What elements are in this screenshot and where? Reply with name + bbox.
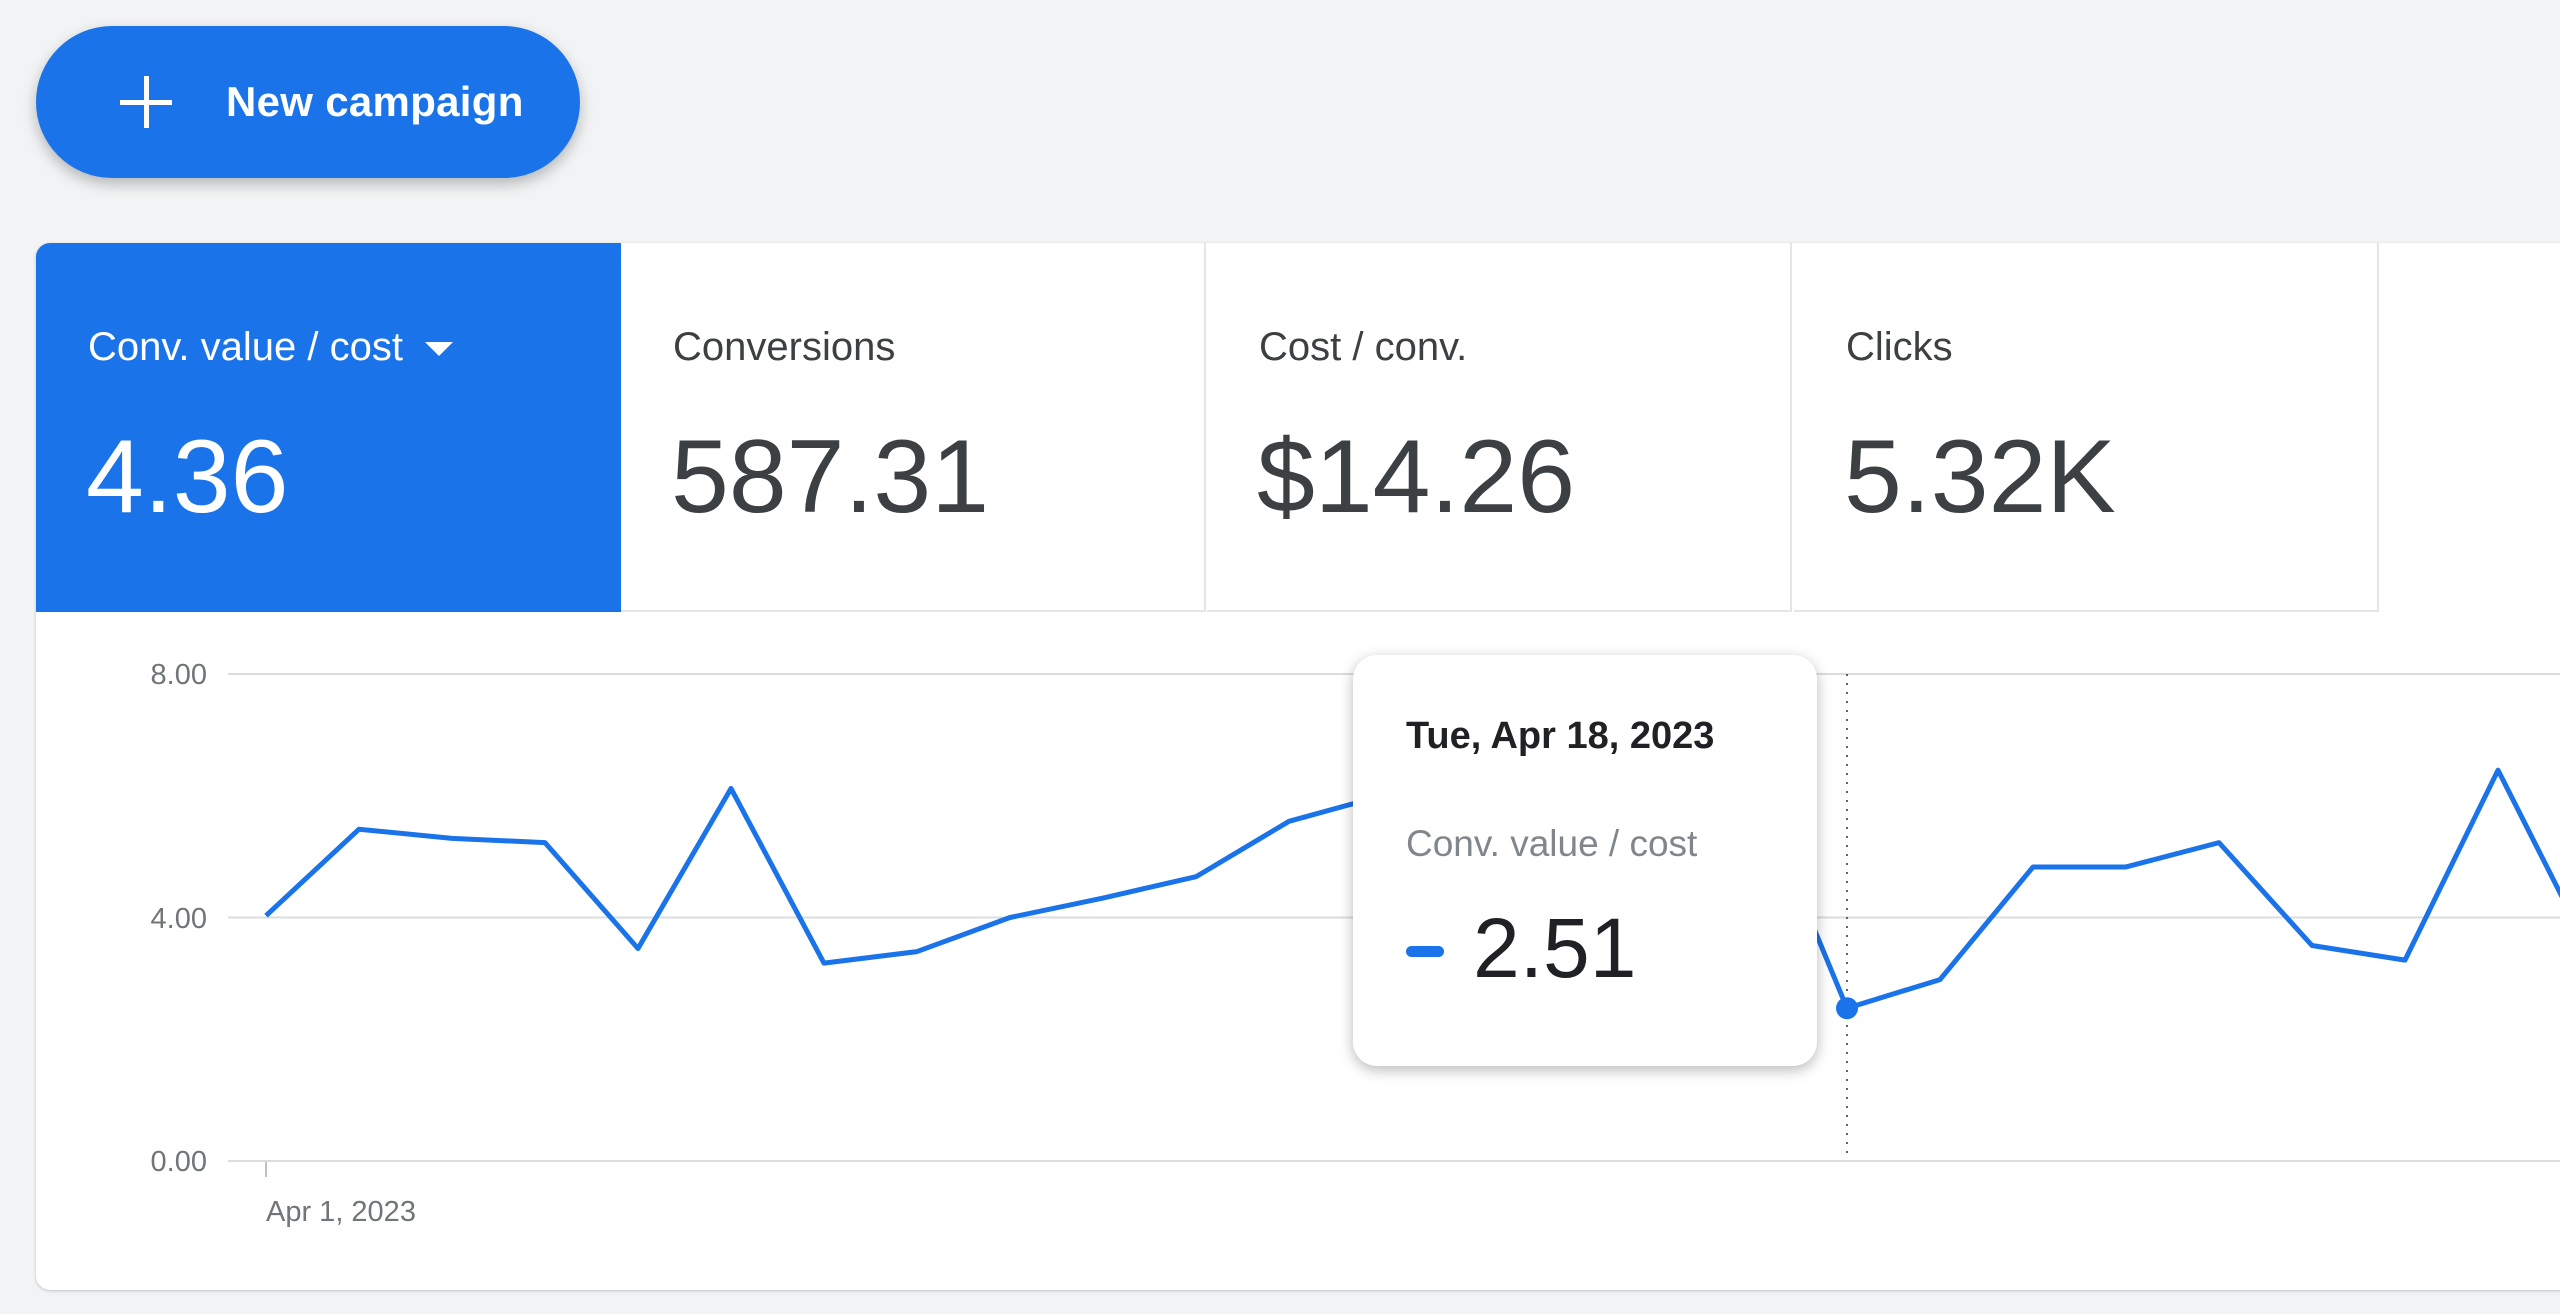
tooltip-date: Tue, Apr 18, 2023 (1406, 715, 1715, 757)
y-tick-label: 0.00 (151, 1146, 207, 1178)
metric-tile-conversions[interactable]: Conversions 587.31 (621, 243, 1206, 612)
data-point[interactable] (1836, 997, 1858, 1020)
new-campaign-label: New campaign (226, 78, 524, 125)
metric-label: Conv. value / cost (88, 325, 453, 370)
metric-value: 587.31 (671, 419, 990, 535)
metric-value: 4.36 (86, 419, 289, 535)
metric-label: Cost / conv. (1259, 325, 1468, 369)
performance-card: Conv. value / cost 4.36 Conversions 587.… (36, 243, 2560, 1290)
metric-value: $14.26 (1257, 419, 1576, 535)
x-tick-label: Apr 1, 2023 (266, 1196, 416, 1228)
y-tick-label: 4.00 (151, 903, 207, 935)
metric-label-text: Conv. value / cost (88, 325, 403, 369)
metric-tile-clicks[interactable]: Clicks 5.32K (1794, 243, 2379, 612)
metric-label: Conversions (673, 325, 896, 369)
new-campaign-button[interactable]: New campaign (36, 26, 580, 178)
metric-value: 5.32K (1844, 419, 2116, 535)
series-legend-icon (1406, 946, 1444, 957)
metric-label: Clicks (1846, 325, 1953, 369)
plus-icon (120, 76, 172, 128)
metric-tile-cost-per-conv[interactable]: Cost / conv. $14.26 (1207, 243, 1792, 612)
chart-tooltip: Tue, Apr 18, 2023 Conv. value / cost 2.5… (1353, 655, 1817, 1066)
metric-tile-conv-value-cost[interactable]: Conv. value / cost 4.36 (36, 243, 621, 612)
y-tick-label: 8.00 (151, 659, 207, 691)
dropdown-caret-icon[interactable] (424, 342, 453, 357)
tooltip-value: 2.51 (1473, 901, 1637, 995)
tooltip-metric-label: Conv. value / cost (1406, 823, 1698, 864)
